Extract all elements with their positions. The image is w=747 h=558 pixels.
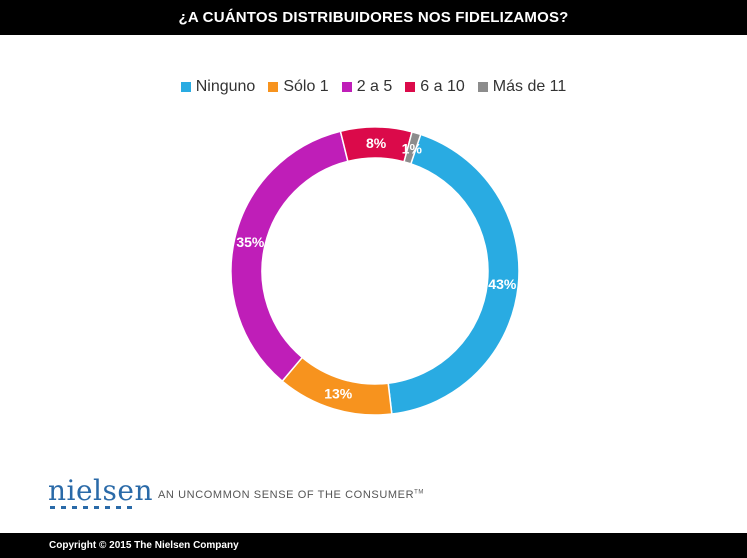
slice-data-label: 13% xyxy=(324,386,353,402)
tagline-text: AN UNCOMMON SENSE OF THE CONSUMER xyxy=(158,489,415,501)
footer-bar: Copyright © 2015 The Nielsen Company xyxy=(0,533,747,558)
chart-title: ¿A CUÁNTOS DISTRIBUIDORES NOS FIDELIZAMO… xyxy=(178,9,569,26)
slice-data-label: 35% xyxy=(236,234,265,250)
slice-data-label: 43% xyxy=(488,276,517,292)
title-bar: ¿A CUÁNTOS DISTRIBUIDORES NOS FIDELIZAMO… xyxy=(0,0,747,35)
legend-item: 6 a 10 xyxy=(405,78,465,96)
donut-slice xyxy=(387,133,520,415)
logo-wordmark: nielsen xyxy=(48,474,153,507)
donut-slice xyxy=(230,130,349,383)
legend-label: 2 a 5 xyxy=(356,78,393,95)
legend-label: 6 a 10 xyxy=(420,78,465,95)
legend-swatch xyxy=(341,82,352,92)
legend-item: Ninguno xyxy=(180,78,256,96)
legend-item: Más de 11 xyxy=(477,78,567,96)
legend-swatch xyxy=(477,82,488,92)
copyright-text: Copyright © 2015 The Nielsen Company xyxy=(49,540,239,551)
legend-swatch xyxy=(180,82,191,92)
legend-item: 2 a 5 xyxy=(341,78,393,96)
brand-tagline: AN UNCOMMON SENSE OF THE CONSUMERTM xyxy=(158,489,424,501)
legend-swatch xyxy=(268,82,279,92)
slice-data-label: 8% xyxy=(366,135,387,151)
legend-swatch xyxy=(405,82,416,92)
trademark-mark: TM xyxy=(414,489,424,496)
legend-label: Más de 11 xyxy=(492,78,567,95)
legend-label: Ninguno xyxy=(195,78,256,95)
logo-dots xyxy=(50,506,132,509)
donut-slice xyxy=(403,130,422,165)
legend-item: Sólo 1 xyxy=(268,78,329,96)
chart-legend: Ninguno Sólo 1 2 a 5 6 a 10 Más de 11 xyxy=(0,76,747,98)
slice-data-label: 1% xyxy=(402,140,423,156)
nielsen-logo: nielsen xyxy=(48,474,153,510)
legend-label: Sólo 1 xyxy=(283,78,329,95)
brand-block: nielsen AN UNCOMMON SENSE OF THE CONSUME… xyxy=(48,474,424,510)
